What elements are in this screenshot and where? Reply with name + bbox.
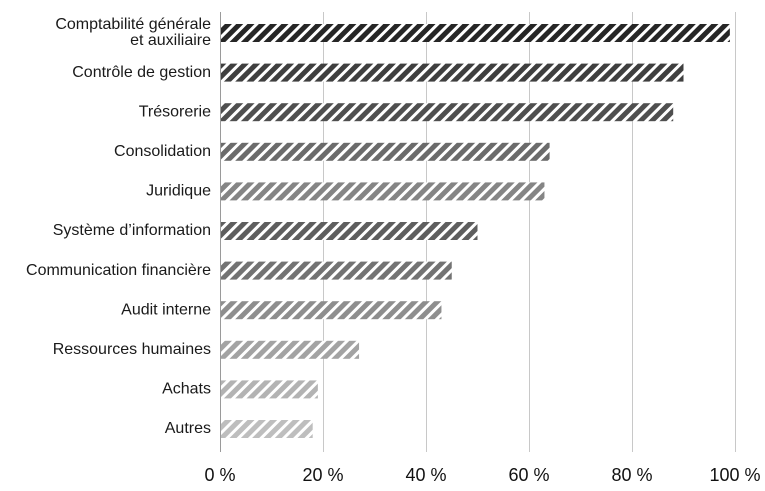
bars	[221, 24, 730, 438]
bar	[221, 261, 452, 280]
category-label: Trésorerie	[139, 103, 211, 120]
x-tick-labels: 0 % 20 % 40 % 60 % 80 % 100 %	[204, 465, 760, 485]
category-label: et auxiliaire	[130, 32, 211, 49]
bar	[221, 63, 684, 82]
bar	[221, 103, 674, 122]
category-label: Consolidation	[114, 143, 211, 160]
bar	[221, 380, 318, 399]
category-label: Audit interne	[121, 301, 211, 318]
bar	[221, 182, 545, 201]
bar	[221, 420, 313, 438]
bar	[221, 301, 442, 320]
category-label: Comptabilité générale	[55, 16, 211, 33]
category-label: Achats	[162, 381, 211, 398]
x-tick-label: 80 %	[611, 465, 652, 485]
bar	[221, 142, 550, 161]
category-label: Contrôle de gestion	[72, 64, 211, 81]
x-tick-label: 100 %	[709, 465, 760, 485]
x-tick-label: 60 %	[508, 465, 549, 485]
category-label: Système d’information	[53, 222, 211, 239]
x-tick-label: 20 %	[302, 465, 343, 485]
category-label: Juridique	[146, 183, 211, 200]
x-tick-label: 40 %	[405, 465, 446, 485]
bar	[221, 340, 360, 359]
bar	[221, 24, 730, 42]
category-label: Ressources humaines	[53, 341, 211, 358]
category-label: Communication financière	[26, 262, 211, 279]
bar	[221, 222, 478, 240]
x-tick-label: 0 %	[204, 465, 235, 485]
category-label: Autres	[165, 420, 211, 437]
